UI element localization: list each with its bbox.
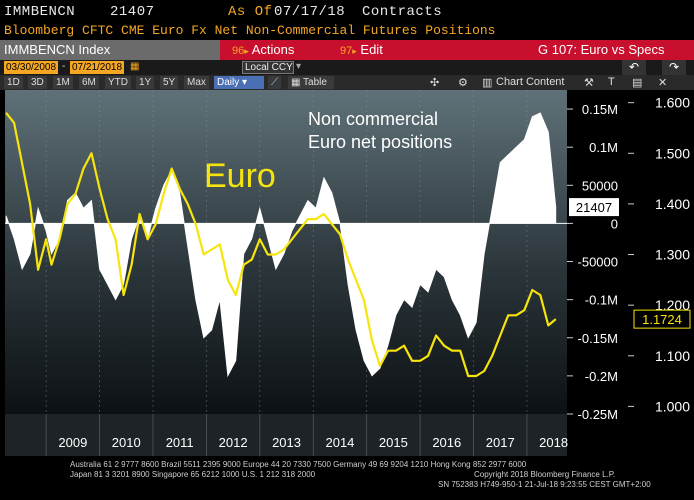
right-tick-label: 1.100 <box>655 348 690 364</box>
edit-label: Edit <box>360 42 383 57</box>
chart-content-label[interactable]: Chart Content <box>496 76 565 88</box>
right-tick-label: 1.000 <box>655 398 690 414</box>
left-tick-label: 0 <box>611 216 618 231</box>
forward-arrow-icon[interactable]: ↷ <box>662 60 686 75</box>
x-tick-label: 2012 <box>219 435 248 450</box>
euro-last-value: 1.1724 <box>642 312 682 327</box>
page-title: G 107: Euro vs Specs <box>538 42 665 57</box>
positions-series <box>5 112 557 378</box>
range-bar: 03/30/2008 - 07/21/2018 ▦ Local CCY ▾ ↶ … <box>0 60 694 75</box>
right-axis-ticks: 1.600 1.500 1.400 1.300 1.200 1.100 1.000 <box>628 95 690 414</box>
series-description: Bloomberg CFTC CME Euro Fx Net Non-Comme… <box>4 23 496 38</box>
x-tick-label: 2010 <box>112 435 141 450</box>
chart: 2009 2010 2011 2012 2013 2014 2015 2016 2017 2018… <box>5 90 691 456</box>
footer-phones-2: Japan 81 3 3201 8900 Singapore 65 6212 1… <box>70 470 316 479</box>
left-tick-label: -0.1M <box>585 293 618 308</box>
left-tick-label: -0.2M <box>585 369 618 384</box>
left-tick-label: 50000 <box>582 178 618 193</box>
range-dash: - <box>62 61 66 72</box>
left-tick-label: -50000 <box>578 255 618 270</box>
annotation-euro: Euro <box>204 157 276 195</box>
chart-content-icon[interactable]: ▥ <box>482 77 493 89</box>
actions-caret-icon: ▸ <box>244 46 249 56</box>
calendar-icon[interactable]: ▦ <box>130 61 140 72</box>
positions-area <box>5 112 557 378</box>
footer-copyright: Copyright 2018 Bloomberg Finance L.P. <box>474 470 616 479</box>
x-tick-label: 2011 <box>166 435 194 450</box>
x-tick-label: 2013 <box>272 435 301 450</box>
euro-last-box <box>633 309 691 329</box>
left-axis-ticks: 0.15M 0.1M 50000 0 -50000 -0.1M -0.15M -0.2M -0.… <box>567 102 618 422</box>
annotation-non-commercial: Non commercial <box>308 109 438 129</box>
x-tick-label: 2015 <box>379 435 408 450</box>
text-tool-icon[interactable]: T <box>608 76 615 88</box>
euro-series <box>5 112 557 378</box>
chart-tools-icon[interactable]: ⚒ <box>584 77 594 89</box>
edit-caret-icon: ▸ <box>352 46 357 56</box>
last-value-labels: 21407 1.1724 <box>569 198 691 329</box>
actions-hotkey: 96 <box>232 45 245 57</box>
period-bar: 1D 3D 1M 6M YTD 1Y 5Y Max Daily ▾ ⟋ ▦ Ta… <box>0 75 694 90</box>
right-tick-label: 1.200 <box>655 297 690 313</box>
end-date-input[interactable]: 07/21/2018 <box>70 61 125 74</box>
left-tick-label: 0.15M <box>582 102 618 117</box>
ticker: IMMBENCN <box>4 4 76 20</box>
left-tick-label: 0.1M <box>589 140 618 155</box>
command-bar: IMMBENCN Index 96▸ Actions 97▸ Edit G 10… <box>0 40 694 60</box>
ticker-code: 21407 <box>110 4 155 20</box>
edit-hotkey: 97 <box>340 45 353 57</box>
x-tick-label: 2009 <box>58 435 87 450</box>
start-date-input[interactable]: 03/30/2008 <box>4 61 59 74</box>
left-tick-label: -0.25M <box>578 407 618 422</box>
x-tick-label: 2016 <box>432 435 461 450</box>
chart-type-icon[interactable]: ▤ <box>632 77 643 89</box>
footer-phones-1: Australia 61 2 9777 8600 Brazil 5511 239… <box>70 460 527 469</box>
table-button[interactable]: ▦ Table <box>288 76 334 89</box>
title-bar: IMMBENCN 21407 As Of 07/17/18 Contracts <box>0 0 694 22</box>
period-6m[interactable]: 6M <box>79 76 99 89</box>
x-tick-label: 2017 <box>486 435 515 450</box>
x-tick-label: 2014 <box>325 435 354 450</box>
settings-gear-icon[interactable]: ⚙ <box>458 77 468 89</box>
period-3d[interactable]: 3D <box>28 76 47 89</box>
currency-select[interactable]: Local CCY <box>242 61 294 74</box>
x-tick-label: 2018 <box>539 435 568 450</box>
positions-last-value: 21407 <box>576 200 612 215</box>
right-tick-label: 1.500 <box>655 145 690 161</box>
asof-label: As Of <box>228 4 273 20</box>
period-1d[interactable]: 1D <box>4 76 23 89</box>
period-ytd[interactable]: YTD <box>105 76 131 89</box>
line-chart-icon[interactable]: ⟋ <box>268 76 281 89</box>
currency-dropdown-icon[interactable]: ▾ <box>296 61 302 72</box>
period-1y[interactable]: 1Y <box>136 76 155 89</box>
left-tick-label: -0.15M <box>578 331 618 346</box>
frequency-select[interactable]: Daily ▾ <box>214 76 264 89</box>
asof-date: 07/17/18 <box>274 4 346 20</box>
index-field[interactable]: IMMBENCN Index <box>0 40 220 60</box>
back-arrow-icon[interactable]: ↶ <box>622 60 646 75</box>
right-tick-label: 1.600 <box>655 95 690 111</box>
euro-line <box>5 112 557 378</box>
period-max[interactable]: Max <box>184 76 209 89</box>
period-1m[interactable]: 1M <box>53 76 73 89</box>
annotation-euro-net-positions: Euro net positions <box>308 132 452 152</box>
positions-last-box <box>569 198 619 217</box>
collapse-icon[interactable]: ✕ <box>658 77 668 89</box>
period-5y[interactable]: 5Y <box>160 76 179 89</box>
actions-label: Actions <box>251 42 295 57</box>
edit-button[interactable]: 97▸ Edit <box>340 42 383 57</box>
x-axis-labels: 2009 2010 2011 2012 2013 2014 2015 2016 2017 2018 <box>58 435 568 450</box>
table-label: Table <box>303 77 327 88</box>
right-tick-label: 1.300 <box>655 247 690 263</box>
contracts-label: Contracts <box>362 4 443 20</box>
frequency-label: Daily <box>217 77 240 88</box>
footer-session: SN 752383 H749-950-1 21-Jul-18 9:23:55 C… <box>438 480 651 489</box>
right-tick-label: 1.400 <box>655 196 690 212</box>
expand-icon[interactable]: ✣ <box>430 77 440 89</box>
actions-button[interactable]: 96▸ Actions <box>232 42 294 57</box>
